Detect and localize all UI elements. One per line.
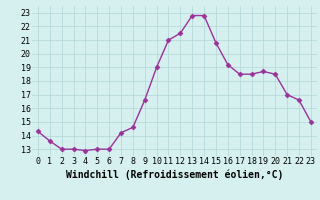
X-axis label: Windchill (Refroidissement éolien,°C): Windchill (Refroidissement éolien,°C): [66, 169, 283, 180]
